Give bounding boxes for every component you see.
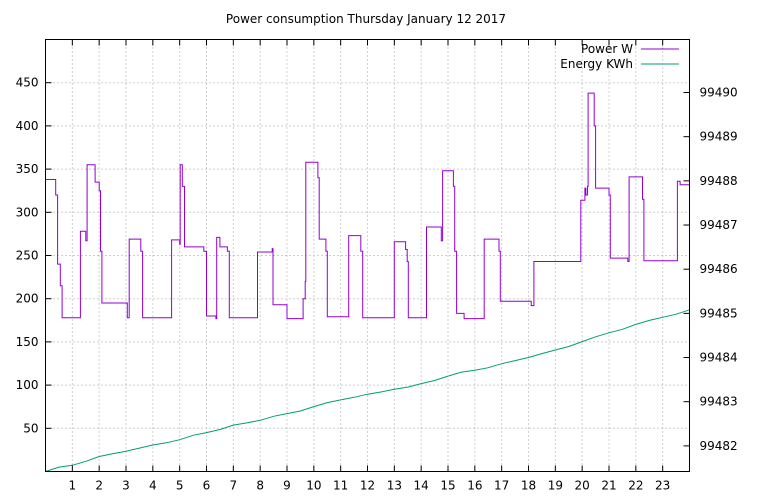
x-tick-label: 16 (467, 479, 482, 493)
y-right-tick-label: 99483 (700, 395, 738, 409)
energy-series-line (45, 309, 690, 472)
x-tick-label: 23 (655, 479, 670, 493)
y-right-tick-label: 99487 (700, 218, 738, 232)
x-tick-label: 14 (414, 479, 429, 493)
y-right-tick-label: 99482 (700, 439, 738, 453)
x-tick-label: 12 (360, 479, 375, 493)
y-right-tick-label: 99486 (700, 262, 738, 276)
y-right-tick-label: 99489 (700, 130, 738, 144)
y-left-tick-label: 300 (16, 205, 39, 219)
x-tick-label: 7 (230, 479, 238, 493)
y-right-tick-label: 99488 (700, 174, 738, 188)
x-tick-label: 13 (387, 479, 402, 493)
x-tick-label: 19 (548, 479, 563, 493)
x-tick-label: 2 (95, 479, 103, 493)
x-tick-label: 4 (149, 479, 157, 493)
x-tick-label: 3 (122, 479, 130, 493)
y-right-tick-label: 99490 (700, 86, 738, 100)
y-left-tick-label: 150 (16, 335, 39, 349)
legend-label-power: Power W (581, 42, 633, 56)
y-right-tick-label: 99485 (700, 306, 738, 320)
chart-title: Power consumption Thursday January 12 20… (226, 12, 506, 26)
x-tick-label: 8 (256, 479, 264, 493)
x-tick-label: 1 (69, 479, 77, 493)
ticks: 1 2 3 4 5 6 7 8 9 10 11 12 13 14 15 16 17 18 19 20 21 22 23501… (16, 39, 738, 493)
x-tick-label: 5 (176, 479, 184, 493)
y-left-tick-label: 250 (16, 249, 39, 263)
y-left-tick-label: 450 (16, 76, 39, 90)
y-left-tick-label: 350 (16, 162, 39, 176)
y-left-tick-label: 200 (16, 292, 39, 306)
legend-label-energy: Energy KWh (560, 57, 633, 71)
series-group (45, 92, 690, 472)
power-series-line (45, 92, 690, 320)
y-right-tick-label: 99484 (700, 351, 738, 365)
x-tick-label: 17 (494, 479, 509, 493)
x-tick-label: 22 (628, 479, 643, 493)
y-left-tick-label: 100 (16, 378, 39, 392)
x-tick-label: 11 (333, 479, 348, 493)
y-left-tick-label: 50 (23, 421, 38, 435)
x-tick-label: 6 (203, 479, 211, 493)
y-left-tick-label: 400 (16, 119, 39, 133)
x-tick-label: 21 (601, 479, 616, 493)
x-tick-label: 10 (306, 479, 321, 493)
x-tick-label: 9 (283, 479, 291, 493)
x-tick-label: 20 (575, 479, 590, 493)
x-tick-label: 18 (521, 479, 536, 493)
x-tick-label: 15 (440, 479, 455, 493)
